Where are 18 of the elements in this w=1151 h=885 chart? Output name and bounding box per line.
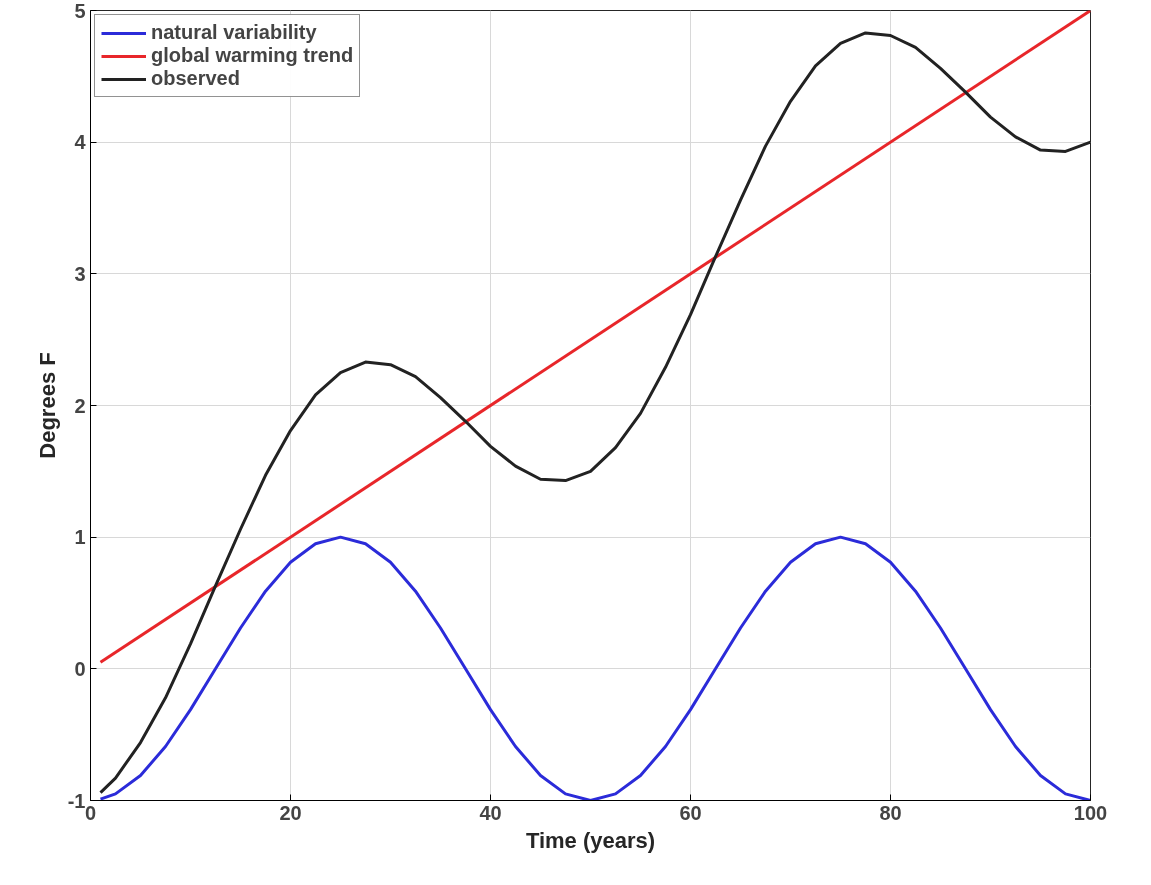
x-tick-label: 40	[479, 801, 502, 824]
y-tick-label: 3	[74, 262, 86, 285]
y-tick-label: 1	[74, 526, 86, 549]
y-tick-label: 0	[74, 657, 86, 680]
x-tick-label: 100	[1073, 801, 1108, 824]
x-tick-label: 80	[879, 801, 902, 824]
x-tick-label: 20	[279, 801, 302, 824]
y-tick-label: -1	[67, 789, 86, 812]
y-tick-label: 4	[74, 131, 87, 154]
y-tick-label: 5	[74, 0, 86, 22]
x-tick-label: 60	[679, 801, 702, 824]
y-tick-label: 2	[74, 394, 86, 417]
y-axis-title: Degrees F	[34, 352, 60, 459]
legend-label: global warming trend	[151, 44, 354, 67]
legend-label: natural variability	[151, 21, 317, 44]
x-axis-title: Time (years)	[525, 827, 656, 853]
legend-label: observed	[151, 67, 240, 90]
line-series	[99, 535, 1091, 801]
